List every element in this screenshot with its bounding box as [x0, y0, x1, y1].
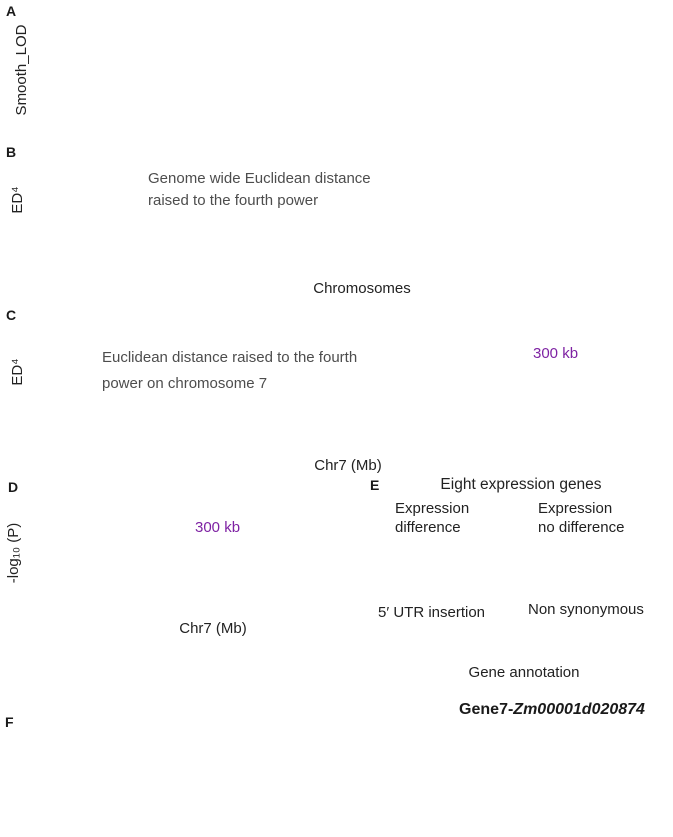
panel-b: B ED⁴ Genome wide Euclidean distance rai…	[6, 144, 411, 297]
panel-c-note-line1: Euclidean distance raised to the fourth	[102, 349, 357, 366]
panel-c-note-line2: power on chromosome 7	[102, 375, 267, 392]
panel-e-result: Gene7-Zm00001d020874	[459, 701, 645, 718]
panel-a-label: A	[6, 3, 16, 19]
panel-a: A Smooth_LOD	[6, 3, 30, 115]
right-sub-header: Non synonymous	[528, 601, 644, 618]
panel-f-label: F	[5, 714, 14, 730]
result-prefix: Gene7-	[459, 701, 513, 718]
panel-b-label: B	[6, 144, 16, 160]
panel-c-xlabel: Chr7 (Mb)	[314, 457, 382, 474]
panel-c-ylabel: ED⁴	[9, 358, 26, 385]
panel-c-label: C	[6, 307, 16, 323]
panel-c: C ED⁴ Euclidean distance raised to the f…	[6, 307, 578, 474]
panel-d-annotation: 300 kb	[195, 519, 240, 536]
panel-d-ylabel: -log₁₀ (P)	[5, 523, 22, 583]
panel-f: F	[5, 714, 14, 730]
panel-e-title: Eight expression genes	[440, 476, 601, 493]
right-header-line2: no difference	[538, 519, 624, 536]
left-header-line2: difference	[395, 519, 461, 536]
panel-b-note-line2: raised to the fourth power	[148, 192, 318, 209]
result-gene-id: Zm00001d020874	[512, 701, 645, 718]
panel-a-ylabel: Smooth_LOD	[13, 24, 30, 115]
panel-e-label: E	[370, 477, 379, 493]
panel-e: E Eight expression genes Expression diff…	[370, 476, 645, 718]
panel-d-label: D	[8, 479, 18, 495]
right-header-line1: Expression	[538, 500, 612, 517]
panel-b-ylabel: ED⁴	[9, 186, 26, 213]
panel-d: D -log₁₀ (P) 300 kb Chr7 (Mb)	[5, 479, 247, 637]
panel-c-annotation: 300 kb	[533, 345, 578, 362]
panel-b-note-line1: Genome wide Euclidean distance	[148, 170, 371, 187]
panel-e-footer: Gene annotation	[469, 664, 580, 681]
left-header-line1: Expression	[395, 500, 469, 517]
panel-b-xlabel: Chromosomes	[313, 280, 411, 297]
left-sub-header: 5′ UTR insertion	[378, 604, 485, 621]
panel-d-xlabel: Chr7 (Mb)	[179, 620, 247, 637]
